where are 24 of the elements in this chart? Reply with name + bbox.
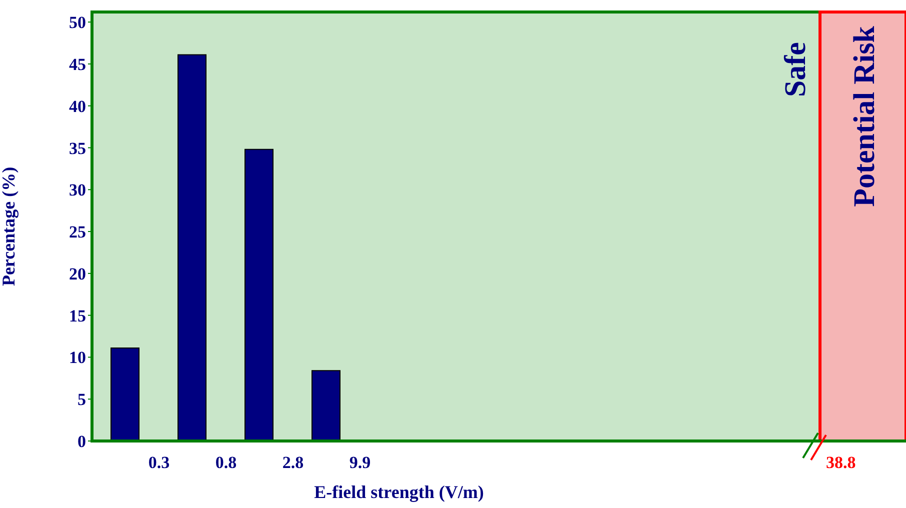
- y-tick-label: 35: [69, 138, 86, 158]
- y-tick-label: 0: [78, 432, 86, 452]
- text: 0.8: [215, 453, 237, 472]
- text: Potential Risk: [848, 26, 881, 207]
- text: 9.9: [349, 453, 371, 472]
- y-tick-label: 45: [69, 54, 86, 74]
- y-tick-label: 10: [69, 348, 86, 368]
- text: 2.8: [282, 453, 304, 472]
- y-tick-label: 15: [69, 306, 86, 326]
- bar: [110, 347, 140, 441]
- y-tick-label: 30: [69, 180, 86, 200]
- text: Safe: [779, 42, 812, 97]
- y-tick-label: 5: [78, 390, 86, 410]
- text: 38.8: [826, 453, 856, 472]
- y-tick-label: 25: [69, 222, 86, 242]
- y-tick-label: 50: [69, 13, 86, 32]
- y-tick-label: 40: [69, 96, 86, 116]
- y-tick-label: 20: [69, 264, 86, 284]
- bar: [312, 370, 340, 441]
- bar: [178, 54, 206, 441]
- text: 0.3: [148, 453, 170, 472]
- bar: [244, 148, 274, 441]
- x-axis-title: E-field strength (V/m): [314, 482, 484, 502]
- y-axis-title: Percentage (%): [0, 166, 18, 286]
